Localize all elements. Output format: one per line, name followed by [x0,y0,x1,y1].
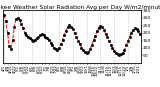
Title: Milwaukee Weather Solar Radiation Avg per Day W/m2/minute: Milwaukee Weather Solar Radiation Avg pe… [0,5,160,10]
